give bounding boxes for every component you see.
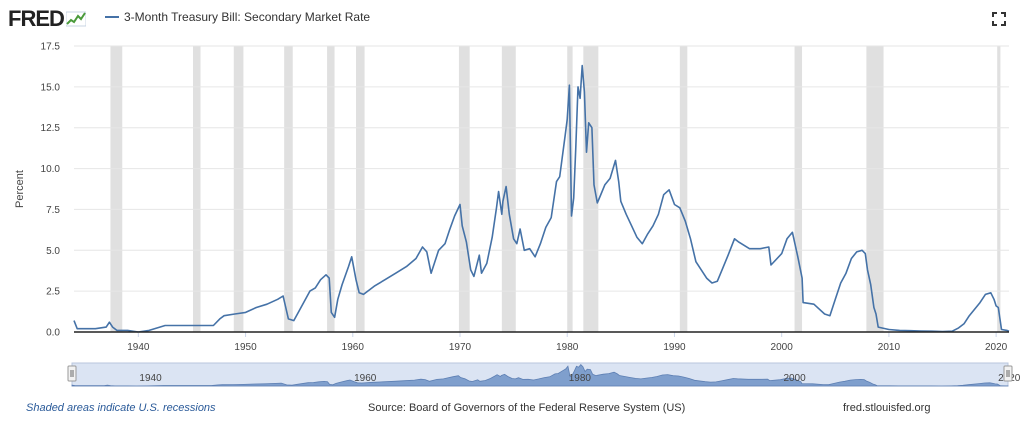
y-axis-title: Percent — [14, 170, 26, 208]
recession-band — [501, 46, 516, 332]
y-tick-label: 7.5 — [46, 205, 60, 216]
fred-logo-text: FRED — [8, 6, 65, 31]
recession-bands — [110, 46, 1001, 332]
recession-band — [866, 46, 884, 332]
y-tick-label: 17.5 — [41, 42, 61, 53]
navigator-tick-label: 2000 — [783, 373, 806, 384]
recession-band — [233, 46, 244, 332]
x-tick-label: 2000 — [771, 342, 794, 353]
source-text: Source: Board of Governors of the Federa… — [368, 402, 686, 414]
recession-band — [458, 46, 470, 332]
x-tick-label: 1970 — [449, 342, 472, 353]
sparkline-icon — [65, 11, 86, 27]
x-tick-label: 1940 — [127, 342, 150, 353]
x-tick-label: 1980 — [556, 342, 579, 353]
main-chart[interactable]: 0.0 2.5 5.0 7.5 10.0 12.5 15.0 17.5 1940 1950 1960… — [0, 36, 1024, 356]
recession-band — [327, 46, 335, 332]
chart-header: FRED 3-Month Treasury Bill: Secondary Ma… — [0, 0, 1024, 36]
recession-band — [356, 46, 365, 332]
recession-band — [284, 46, 293, 332]
navigator-tick-label: 1960 — [354, 373, 377, 384]
recession-band — [794, 46, 803, 332]
y-tick-label: 0.0 — [46, 328, 60, 339]
series-plot — [73, 64, 1010, 333]
navigator-series — [71, 364, 1009, 387]
recession-band — [679, 46, 688, 332]
x-tick-label: 1990 — [663, 342, 686, 353]
series-line[interactable] — [73, 64, 1010, 333]
series-legend[interactable]: 3-Month Treasury Bill: Secondary Market … — [105, 10, 370, 24]
legend-swatch — [105, 16, 119, 18]
x-tick-label: 2020 — [985, 342, 1008, 353]
y-tick-label: 15.0 — [41, 82, 61, 93]
axes: 0.0 2.5 5.0 7.5 10.0 12.5 15.0 17.5 1940 1950 1960… — [14, 42, 1009, 353]
y-tick-label: 5.0 — [46, 246, 60, 257]
recession-note-link[interactable]: Shaded areas indicate U.S. recessions — [26, 402, 216, 414]
recession-band — [110, 46, 123, 332]
fullscreen-icon[interactable] — [992, 12, 1006, 26]
chart-footer: Shaded areas indicate U.S. recessions So… — [0, 398, 1024, 420]
recession-band — [997, 46, 1001, 332]
fred-logo[interactable]: FRED — [8, 6, 86, 32]
y-tick-label: 2.5 — [46, 287, 60, 298]
navigator-right-handle[interactable] — [1003, 365, 1013, 382]
y-tick-label: 12.5 — [41, 123, 61, 134]
recession-band — [193, 46, 201, 332]
y-tick-label: 10.0 — [41, 164, 61, 175]
x-tick-label: 1960 — [342, 342, 365, 353]
navigator-tick-label: 1980 — [569, 373, 592, 384]
x-tick-label: 2010 — [878, 342, 901, 353]
recession-band — [567, 46, 573, 332]
x-tick-label: 1950 — [234, 342, 257, 353]
range-navigator[interactable]: 19401960198020002020 — [0, 360, 1024, 390]
legend-label: 3-Month Treasury Bill: Secondary Market … — [124, 10, 371, 24]
navigator-tick-label: 1940 — [139, 373, 162, 384]
fred-url-link[interactable]: fred.stlouisfed.org — [843, 402, 931, 414]
navigator-left-handle[interactable] — [67, 365, 77, 382]
recession-band — [583, 46, 599, 332]
